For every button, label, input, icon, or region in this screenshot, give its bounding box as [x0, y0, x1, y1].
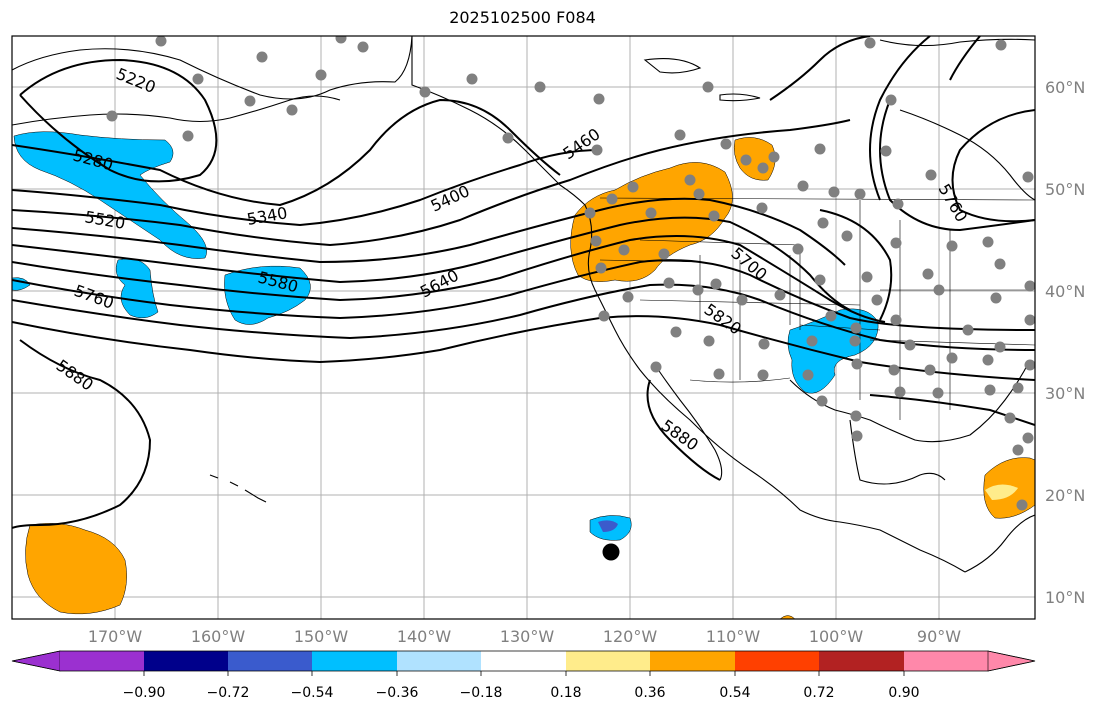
colorbar-segment — [481, 651, 566, 671]
height-contours — [12, 36, 1035, 529]
colorbar-tick-label: 0.54 — [719, 685, 750, 701]
colorbar-segment — [397, 651, 481, 671]
colorbar-segment — [566, 651, 650, 671]
colorbar-outline — [11, 650, 1036, 672]
colorbar-segment — [60, 651, 144, 671]
lat-label-60n: 60°N — [1045, 78, 1085, 97]
colorbar-tick-label: −0.72 — [207, 685, 250, 701]
lat-label-10n: 10°N — [1045, 588, 1085, 607]
colorbar-segment — [819, 651, 904, 671]
lon-label-150w: 150°W — [294, 627, 349, 646]
map-frame — [11, 35, 1036, 620]
colorbar-min-arrow — [11, 650, 61, 672]
colorbar-tick-label: −0.54 — [291, 685, 334, 701]
lon-label-120w: 120°W — [603, 627, 658, 646]
map-area: 5220 5280 5340 5400 5460 5520 5580 5640 … — [12, 36, 1035, 619]
lon-label-170w: 170°W — [88, 627, 143, 646]
colorbar-segment — [650, 651, 735, 671]
lon-label-110w: 110°W — [706, 627, 761, 646]
map-title: 2025102500 F084 — [449, 8, 596, 27]
colorbar-tick-label: 0.72 — [803, 685, 834, 701]
colorbar-tick-label: 0.36 — [634, 685, 665, 701]
lon-label-140w: 140°W — [397, 627, 452, 646]
coastlines — [12, 36, 1035, 573]
marker-point — [602, 543, 620, 561]
latitude-labels: 60°N 50°N 40°N 30°N 20°N 10°N — [1045, 78, 1085, 607]
positive-anomaly-regions — [25, 137, 1035, 619]
weak-positive-anomaly — [985, 484, 1018, 500]
lat-label-20n: 20°N — [1045, 486, 1085, 505]
lat-label-50n: 50°N — [1045, 180, 1085, 199]
strong-negative-anomaly — [598, 520, 618, 532]
lon-label-130w: 130°W — [500, 627, 555, 646]
colorbar: −0.90 −0.72 −0.54 −0.36 −0.18 0.18 0.36 … — [11, 650, 1036, 701]
colorbar-tick-label: −0.36 — [376, 685, 419, 701]
colorbar-tick-label: 0.90 — [888, 685, 919, 701]
colorbar-segment — [735, 651, 819, 671]
colorbar-segment — [144, 651, 228, 671]
lon-label-100w: 100°W — [809, 627, 864, 646]
colorbar-max-arrow — [987, 650, 1036, 672]
longitude-labels: 170°W 160°W 150°W 140°W 130°W 120°W 110°… — [88, 627, 961, 646]
colorbar-tick-label: −0.90 — [123, 685, 166, 701]
lon-label-90w: 90°W — [917, 627, 961, 646]
lon-label-160w: 160°W — [191, 627, 246, 646]
lat-label-30n: 30°N — [1045, 384, 1085, 403]
negative-anomaly-regions — [12, 131, 879, 541]
colorbar-segment — [904, 651, 988, 671]
colorbar-segment — [312, 651, 397, 671]
station-dots — [106, 36, 1035, 511]
colorbar-tick-label: 0.18 — [550, 685, 581, 701]
colorbar-tick-label: −0.18 — [460, 685, 503, 701]
colorbar-segment — [228, 651, 312, 671]
lat-label-40n: 40°N — [1045, 282, 1085, 301]
